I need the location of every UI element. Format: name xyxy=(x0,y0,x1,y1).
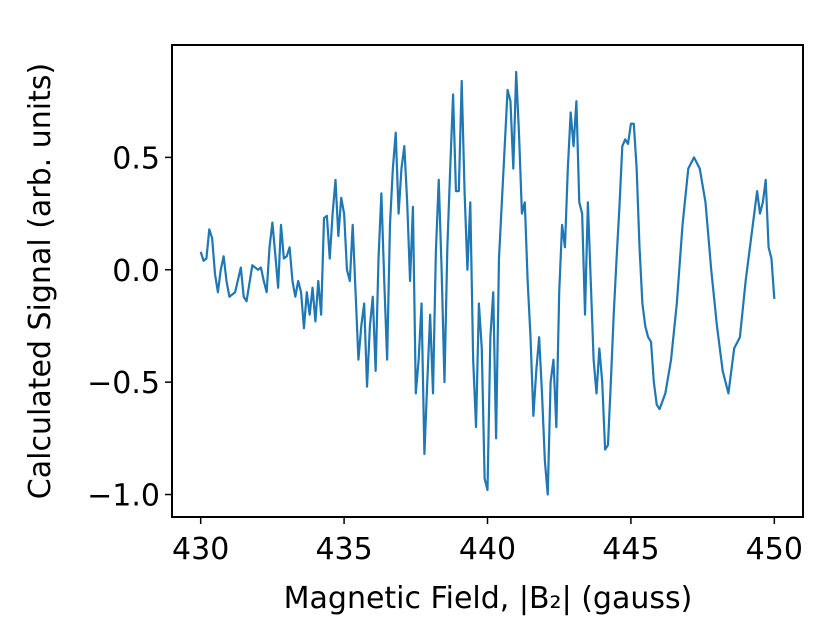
x-tick-label: 450 xyxy=(746,532,803,567)
y-tick-label: −1.0 xyxy=(87,479,160,514)
x-tick-label: 440 xyxy=(459,532,516,567)
x-tick-label: 435 xyxy=(315,532,372,567)
y-tick-label: 0.5 xyxy=(112,141,160,176)
x-tick-label: 430 xyxy=(172,532,229,567)
y-tick-label: 0.0 xyxy=(112,254,160,289)
x-tick-label: 445 xyxy=(602,532,659,567)
y-tick-label: −0.5 xyxy=(87,366,160,401)
plot-frame xyxy=(171,44,804,518)
x-axis-label: Magnetic Field, |B₂| (gauss) xyxy=(284,581,693,616)
signal-line xyxy=(199,70,776,496)
y-axis-label: Calculated Signal (arb. units) xyxy=(23,63,58,499)
